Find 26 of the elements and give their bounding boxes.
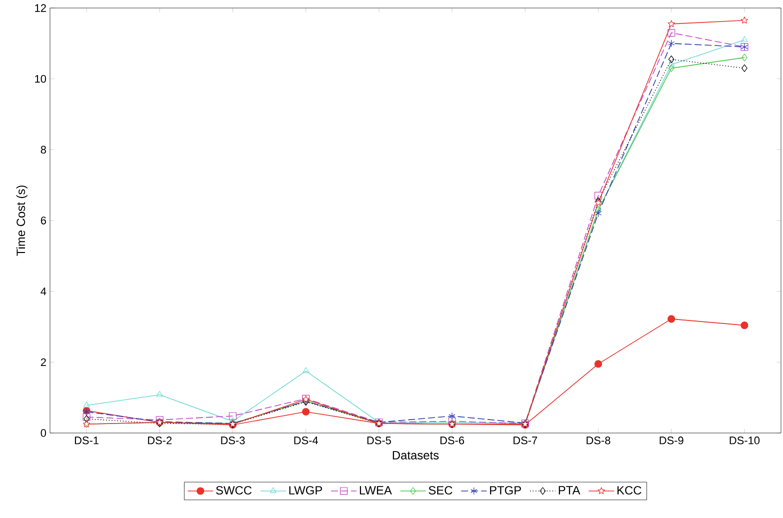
x-tick-label: DS-10 bbox=[730, 436, 760, 444]
legend-label: SWCC bbox=[216, 486, 252, 495]
legend-label: PTA bbox=[558, 486, 580, 494]
x-tick-label: DS-6 bbox=[440, 436, 464, 444]
legend-label: LWGP bbox=[289, 486, 322, 495]
y-tick-label: 12 bbox=[35, 4, 46, 12]
legend-label: LWEA bbox=[360, 486, 392, 494]
y-tick-label: 10 bbox=[35, 74, 46, 83]
x-tick-label: DS-2 bbox=[148, 436, 172, 444]
x-tick-label: DS-3 bbox=[221, 436, 245, 444]
y-tick-label: 4 bbox=[40, 288, 46, 296]
y-tick-label: 6 bbox=[40, 216, 46, 224]
x-tick-label: DS-9 bbox=[660, 436, 684, 444]
y-tick-label: 0 bbox=[40, 429, 46, 437]
y-axis-title: Time Cost (s) bbox=[16, 186, 28, 256]
legend-label: PTGP bbox=[490, 486, 521, 495]
x-tick-label: DS-1 bbox=[74, 436, 98, 444]
x-tick-label: DS-4 bbox=[294, 436, 318, 444]
x-tick-label: DS-7 bbox=[514, 436, 538, 444]
y-tick-label: 8 bbox=[40, 146, 46, 154]
x-axis-title: Datasets bbox=[392, 451, 439, 460]
x-tick-label: DS-5 bbox=[367, 436, 391, 444]
y-tick-label: 2 bbox=[40, 358, 46, 366]
x-tick-label: DS-8 bbox=[586, 436, 610, 444]
legend-label: SEC bbox=[428, 486, 452, 495]
legend-label: KCC bbox=[618, 486, 642, 495]
